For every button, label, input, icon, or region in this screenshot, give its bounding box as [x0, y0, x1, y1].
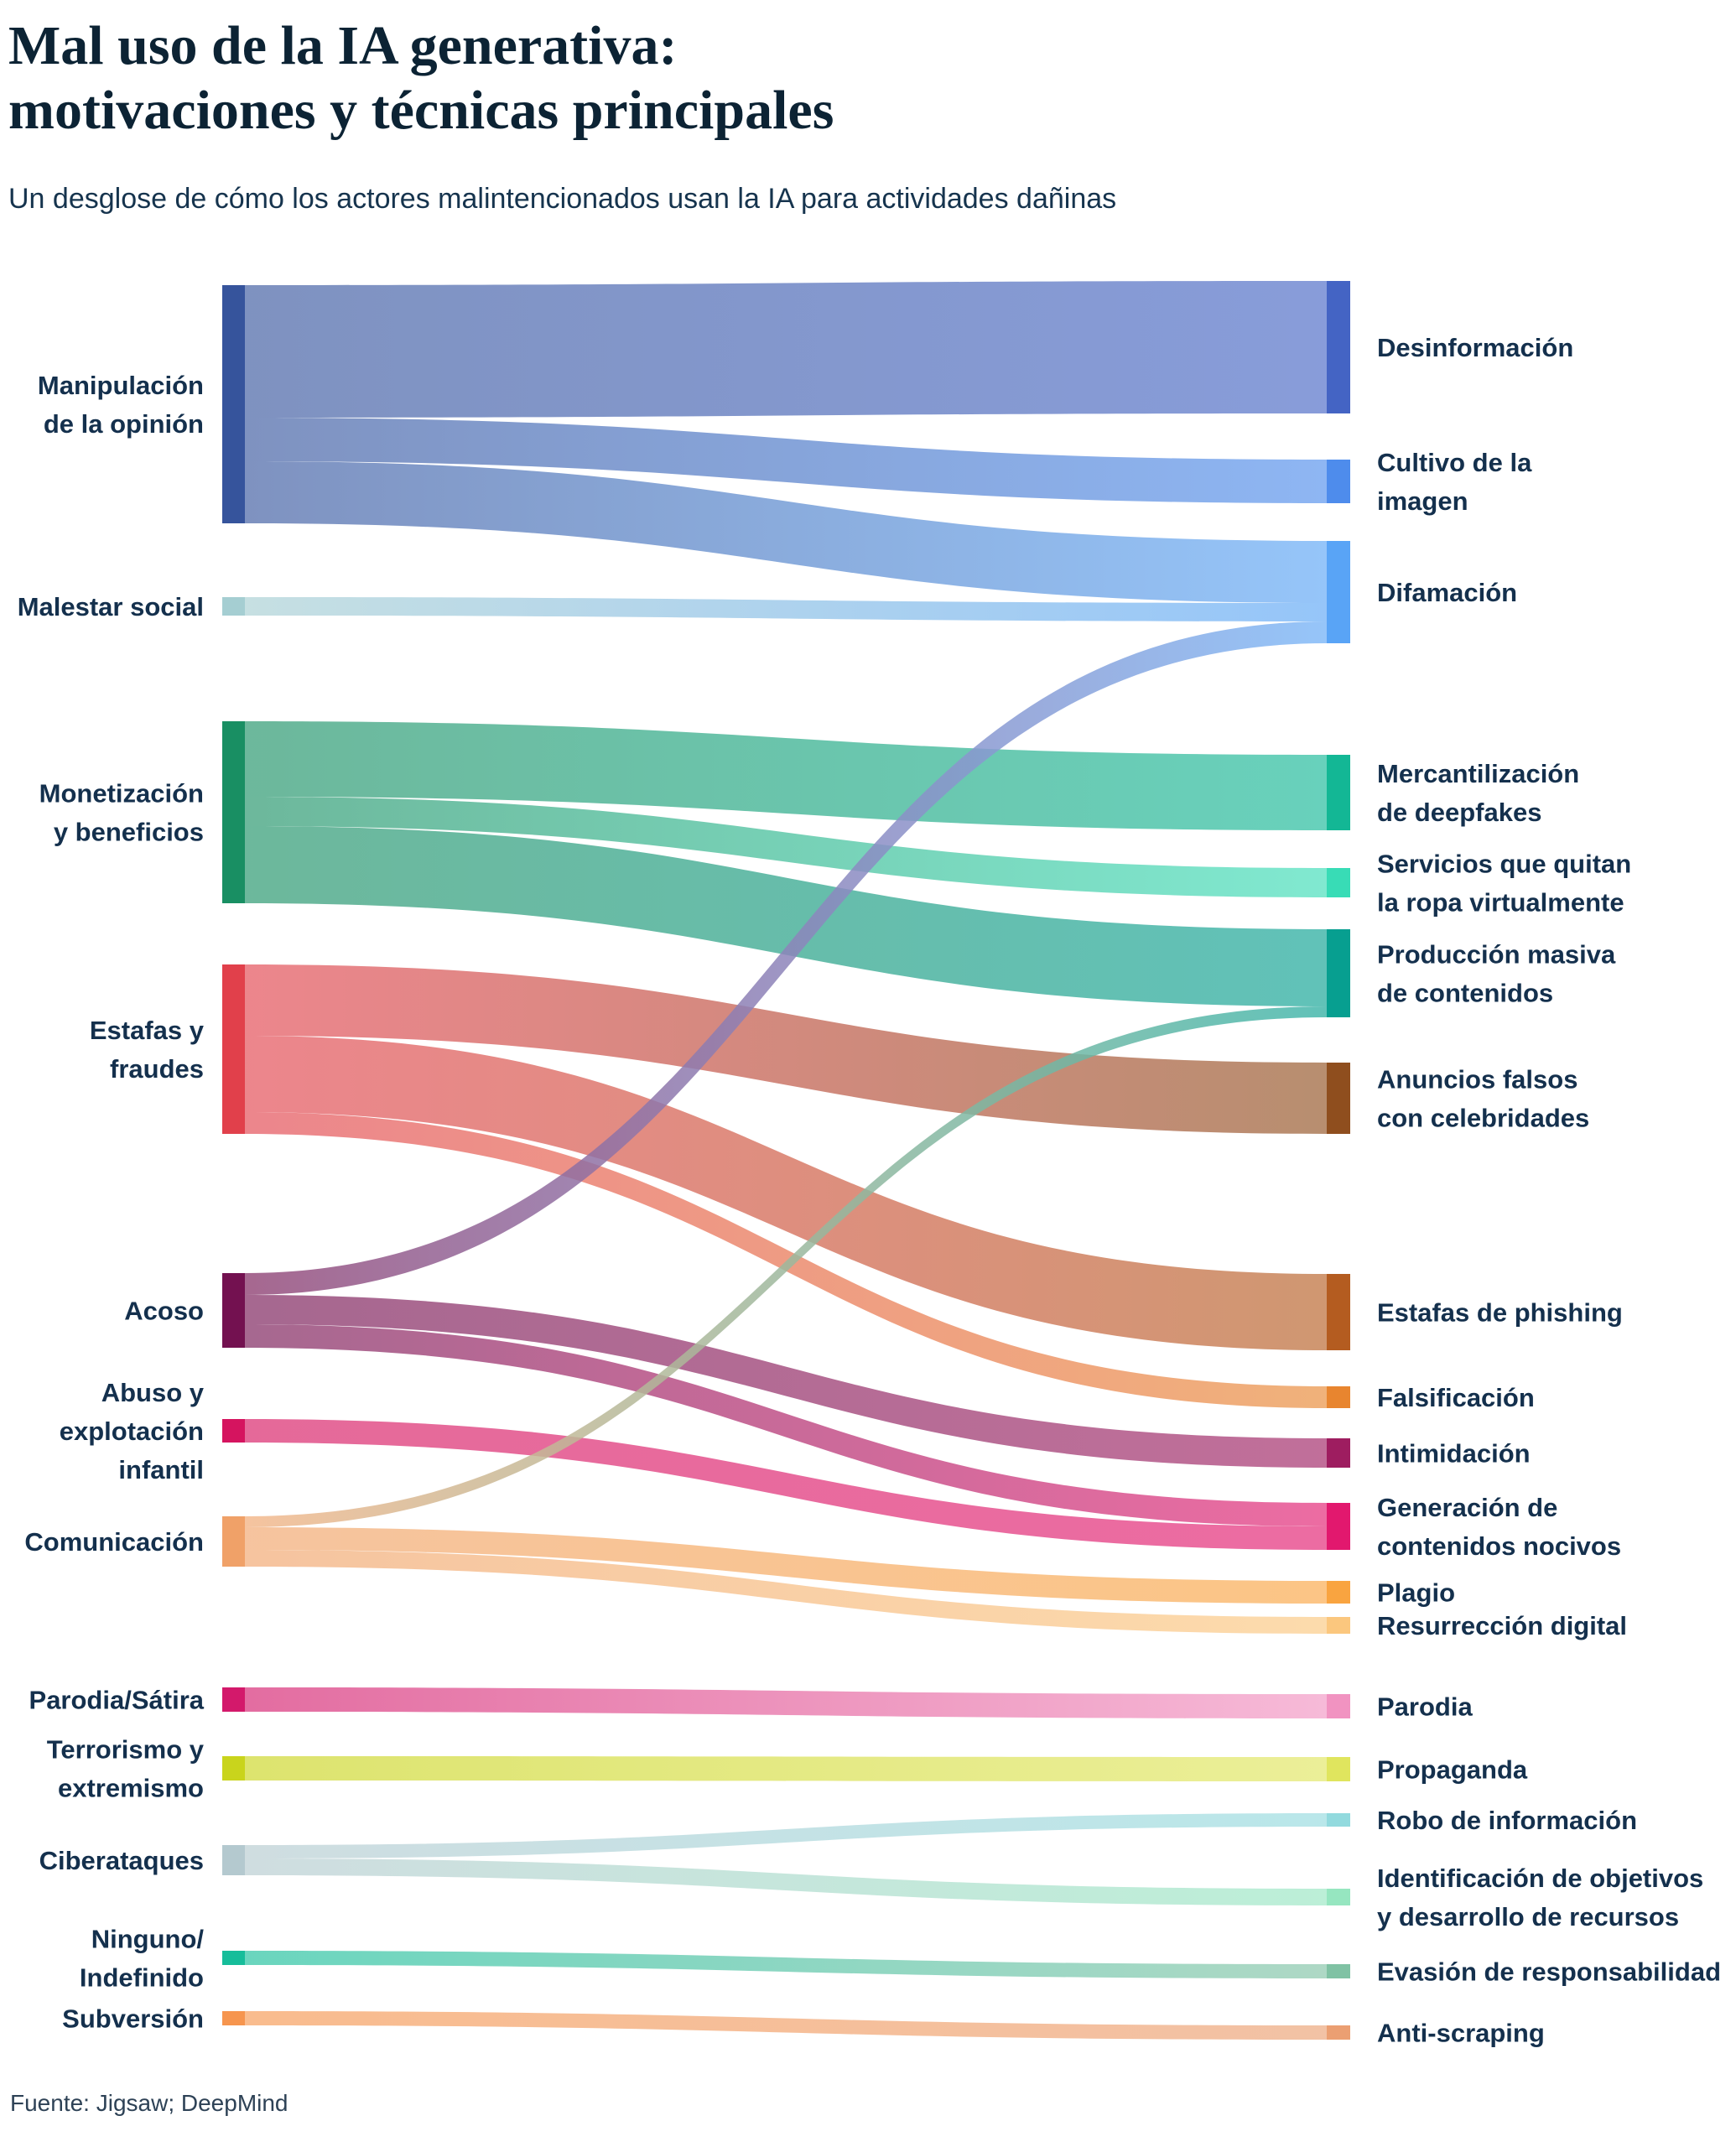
sankey-link-subversion-antiscraping [245, 2011, 1327, 2040]
sankey-label-produccion: Producción masiva de contenidos [1377, 939, 1616, 1007]
sankey-node-parodia_satira [222, 1687, 245, 1712]
sankey-node-propaganda [1327, 1757, 1350, 1781]
sankey-link-estafas-phishing [245, 1036, 1327, 1350]
sankey-link-acoso-intimidacion [245, 1295, 1327, 1468]
sankey-label-propaganda: Propaganda [1377, 1755, 1528, 1784]
sankey-node-ninguno [222, 1951, 245, 1965]
sankey-label-anuncios: Anuncios falsos con celebridades [1377, 1064, 1589, 1132]
sankey-node-ciberataques [222, 1845, 245, 1875]
sankey-link-ciberataques-identificacion [245, 1858, 1327, 1905]
title-line-1: Mal uso de la IA generativa: [8, 15, 678, 76]
sankey-node-produccion [1327, 929, 1350, 1017]
sankey-label-ciberataques: Ciberataques [39, 1846, 204, 1875]
sankey-link-acoso-difamacion [245, 621, 1327, 1295]
sankey-link-acoso-generacion [245, 1324, 1327, 1526]
sankey-link-comunicacion-produccion [245, 1006, 1327, 1527]
sankey-link-comunicacion-resurreccion [245, 1550, 1327, 1634]
sankey-label-malestar: Malestar social [18, 592, 204, 621]
sankey-link-parodia_satira-parodia [245, 1687, 1327, 1718]
sankey-link-estafas-anuncios [245, 964, 1327, 1134]
sankey-label-antiscraping: Anti-scraping [1377, 2018, 1545, 2047]
sankey-link-malestar-difamacion [245, 597, 1327, 621]
sankey-node-falsificacion [1327, 1386, 1350, 1408]
sankey-link-comunicacion-plagio [245, 1527, 1327, 1604]
sankey-node-servicios [1327, 868, 1350, 897]
sankey-node-intimidacion [1327, 1438, 1350, 1468]
sankey-node-comunicacion [222, 1516, 245, 1567]
sankey-node-generacion [1327, 1503, 1350, 1550]
sankey-node-manipulacion [222, 285, 245, 523]
sankey-link-monetizacion-mercantilizacion [245, 721, 1327, 830]
sankey-label-identificacion: Identificación de objetivos y desarrollo … [1377, 1864, 1703, 1931]
sankey-node-robo [1327, 1813, 1350, 1827]
page-subtitle: Un desglose de cómo los actores malinten… [8, 183, 1117, 215]
sankey-links [245, 281, 1327, 2040]
sankey-link-monetizacion-produccion [245, 826, 1327, 1006]
sankey-label-difamacion: Difamación [1377, 578, 1517, 607]
sankey-link-manipulacion-difamacion [245, 461, 1327, 603]
sankey-node-resurreccion [1327, 1617, 1350, 1634]
sankey-label-parodia_satira: Parodia/Sátira [29, 1685, 205, 1714]
sankey-link-terrorismo-propaganda [245, 1756, 1327, 1781]
sankey-link-manipulacion-cultivo [245, 418, 1327, 503]
sankey-node-subversion [222, 2011, 245, 2025]
sankey-label-falsificacion: Falsificación [1377, 1383, 1535, 1412]
sankey-label-plagio: Plagio [1377, 1578, 1455, 1607]
sankey-labels: Manipulación de la opinión Malestar social… [18, 333, 1721, 2048]
sankey-node-monetizacion [222, 721, 245, 903]
sankey-node-antiscraping [1327, 2025, 1350, 2040]
sankey-link-abuso-generacion [245, 1419, 1327, 1550]
sankey-label-comunicacion: Comunicación [24, 1527, 204, 1557]
sankey-label-abuso: Abuso y explotación infantil [60, 1378, 205, 1484]
sankey-label-acoso: Acoso [124, 1296, 204, 1325]
sankey-label-mercantilizacion: Mercantilización de deepfakes [1377, 759, 1579, 827]
sankey-node-abuso [222, 1419, 245, 1443]
sankey-node-evasion [1327, 1964, 1350, 1978]
sankey-link-estafas-falsificacion [245, 1112, 1327, 1408]
sankey-link-monetizacion-servicios [245, 797, 1327, 897]
sankey-label-robo: Robo de información [1377, 1806, 1637, 1835]
sankey-label-desinformacion: Desinformación [1377, 333, 1573, 362]
sankey-label-terrorismo: Terrorismo y extremismo [47, 1734, 205, 1802]
sankey-node-anuncios [1327, 1063, 1350, 1134]
sankey-link-ciberataques-robo [245, 1813, 1327, 1858]
sankey-node-mercantilizacion [1327, 755, 1350, 830]
title-line-2: motivaciones y técnicas principales [8, 80, 834, 142]
sankey-node-cultivo [1327, 460, 1350, 503]
sankey-node-terrorismo [222, 1756, 245, 1781]
sankey-label-servicios: Servicios que quitan la ropa virtualmente [1377, 849, 1631, 917]
sankey-label-monetizacion: Monetización y beneficios [39, 778, 204, 846]
sankey-node-identificacion [1327, 1889, 1350, 1905]
sankey-label-phishing: Estafas de phishing [1377, 1297, 1623, 1327]
sankey-label-intimidacion: Intimidación [1377, 1438, 1531, 1468]
sankey-label-subversion: Subversión [62, 2004, 204, 2033]
sankey-label-estafas: Estafas y fraudes [90, 1016, 205, 1084]
sankey-node-phishing [1327, 1274, 1350, 1350]
page-title: Mal uso de la IA generativa: motivacione… [8, 13, 1602, 143]
sankey-node-difamacion [1327, 541, 1350, 643]
sankey-node-plagio [1327, 1581, 1350, 1604]
sankey-link-manipulacion-desinformacion [245, 281, 1327, 418]
sankey-node-malestar [222, 597, 245, 616]
source-note: Fuente: Jigsaw; DeepMind [10, 2090, 288, 2116]
sankey-node-parodia [1327, 1694, 1350, 1718]
sankey-label-manipulacion: Manipulación de la opinión [38, 371, 204, 439]
sankey-link-ninguno-evasion [245, 1951, 1327, 1978]
sankey-node-estafas [222, 964, 245, 1134]
sankey-label-parodia: Parodia [1377, 1692, 1473, 1721]
sankey-label-resurreccion: Resurrección digital [1377, 1611, 1627, 1640]
sankey-node-acoso [222, 1273, 245, 1348]
sankey-nodes [222, 281, 1350, 2040]
sankey-label-cultivo: Cultivo de la imagen [1377, 448, 1532, 516]
sankey-node-desinformacion [1327, 281, 1350, 413]
sankey-label-generacion: Generación de contenidos nocivos [1377, 1493, 1621, 1561]
sankey-label-evasion: Evasión de responsabilidad [1377, 1957, 1721, 1986]
sankey-label-ninguno: Ninguno/Indefinido [80, 1924, 204, 1992]
